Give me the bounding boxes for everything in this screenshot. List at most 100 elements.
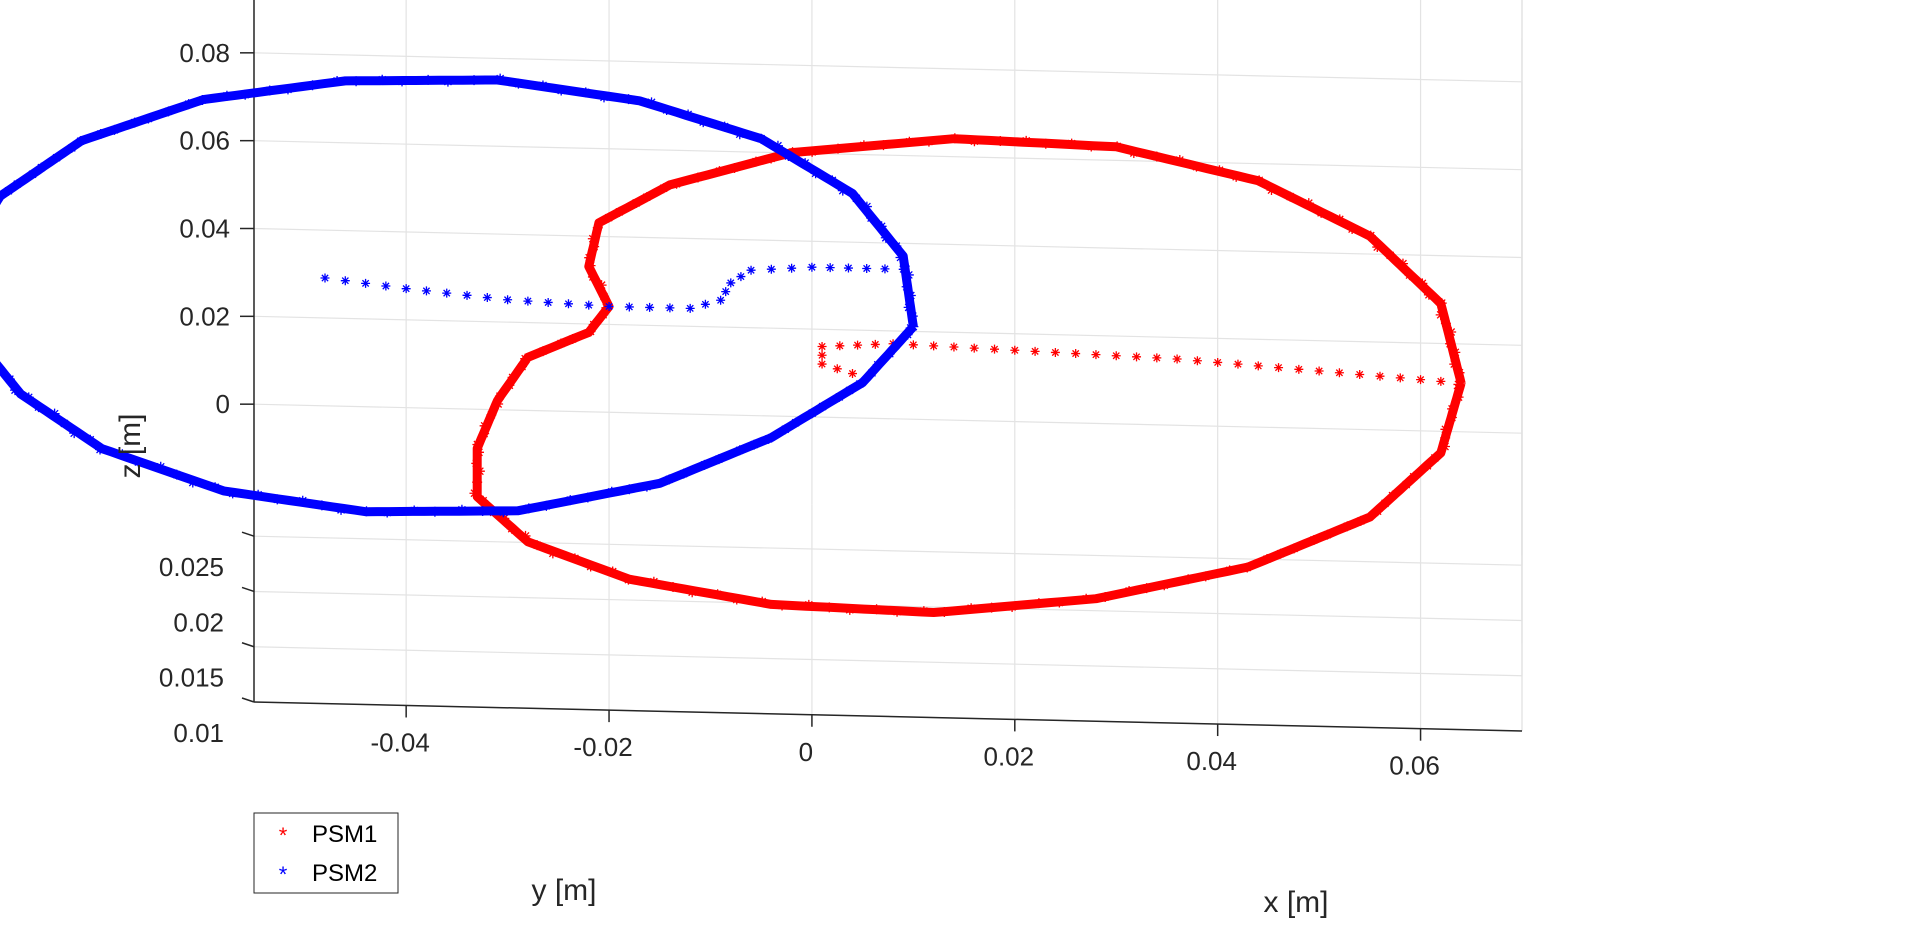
- y-axis-label: y [m]: [532, 874, 597, 907]
- tail-point-marker: [766, 264, 776, 274]
- tail-point-marker: [990, 344, 1000, 354]
- data-point-marker: [1007, 601, 1018, 612]
- data-point-marker: [1200, 571, 1211, 582]
- data-point-marker: [1141, 583, 1152, 594]
- data-point-marker: [807, 408, 818, 419]
- data-point-marker: [780, 424, 791, 435]
- z-tick-label: 0.04: [179, 214, 230, 244]
- data-point-marker: [282, 84, 293, 95]
- x-tick-label: 0.02: [983, 741, 1034, 771]
- data-point-marker: [587, 233, 598, 244]
- data-point-marker: [565, 495, 576, 506]
- data-point-marker: [523, 503, 534, 514]
- tail-point-marker: [1091, 350, 1101, 360]
- data-point-marker: [1436, 298, 1447, 309]
- legend-entry-psm1: * PSM1: [279, 821, 378, 848]
- data-point-marker: [582, 492, 593, 503]
- data-point-marker: [1440, 441, 1450, 452]
- data-point-marker: [598, 92, 609, 103]
- tail-point-marker: [949, 342, 959, 352]
- data-point-marker: [520, 530, 531, 541]
- data-point-marker: [1397, 258, 1408, 269]
- data-point-marker: [986, 602, 997, 613]
- grid-line-y-floor: [253, 535, 1523, 566]
- data-point-marker: [1308, 534, 1319, 545]
- grid-line-z-back-wall: [253, 315, 1523, 346]
- data-point-marker: [598, 309, 609, 320]
- data-point-marker: [351, 76, 362, 87]
- data-point-marker: [585, 326, 596, 337]
- data-point-marker: [498, 507, 509, 518]
- z-tick-label: 0.08: [179, 38, 230, 68]
- data-point-marker: [678, 468, 689, 479]
- y-tick-label: 0.02: [173, 607, 224, 637]
- data-point-marker: [699, 459, 710, 470]
- tail-point-marker: [1416, 375, 1426, 385]
- data-point-marker: [569, 553, 580, 564]
- data-point-marker: [592, 222, 603, 233]
- data-point-marker: [763, 433, 774, 444]
- data-point-marker: [777, 600, 788, 611]
- data-point-marker: [307, 80, 318, 91]
- data-point-marker: [495, 73, 506, 84]
- legend: * PSM1 * PSM2: [253, 812, 399, 894]
- data-point-marker: [1289, 543, 1300, 554]
- data-point-marker: [614, 206, 625, 217]
- data-point-marker: [1446, 327, 1457, 338]
- data-point-marker: [905, 290, 916, 301]
- data-point-marker: [668, 581, 679, 592]
- x-tick-label: 0.04: [1186, 746, 1237, 776]
- data-point-marker: [749, 439, 760, 450]
- axes: [240, 0, 1523, 741]
- data-point-marker: [878, 140, 889, 151]
- data-point-marker: [227, 488, 238, 499]
- data-point-marker: [901, 281, 912, 292]
- data-point-marker: [316, 500, 327, 511]
- data-point-marker: [731, 594, 742, 605]
- tail-point-marker: [1436, 376, 1446, 386]
- tail-point-marker: [1334, 368, 1344, 378]
- data-point-marker: [803, 599, 814, 610]
- tail-point-marker: [1010, 345, 1020, 355]
- data-point-marker: [601, 302, 612, 313]
- data-point-marker: [1450, 347, 1461, 358]
- data-point-marker: [336, 504, 347, 515]
- data-point-marker: [1440, 432, 1451, 443]
- data-point-marker: [75, 136, 86, 147]
- y-tick-mark: [241, 642, 255, 648]
- data-point-marker: [866, 213, 877, 224]
- data-point-marker: [297, 495, 308, 506]
- data-point-marker: [939, 607, 950, 618]
- data-point-marker: [585, 561, 596, 572]
- tail-point-marker: [1050, 347, 1060, 357]
- data-point-marker: [547, 548, 558, 559]
- y-tick-label: 0.01: [173, 718, 224, 748]
- data-point-marker: [1408, 471, 1419, 482]
- z-tick-label: 0: [216, 389, 230, 419]
- data-point-marker: [397, 76, 408, 87]
- legend-box: [253, 812, 399, 894]
- data-point-marker: [499, 513, 510, 524]
- data-point-marker: [729, 162, 740, 173]
- data-point-marker: [606, 486, 617, 497]
- x-tick-label: -0.04: [371, 727, 430, 757]
- data-point-marker: [493, 398, 504, 409]
- data-point-marker: [567, 334, 578, 345]
- tail-point-marker: [1132, 352, 1142, 362]
- tail-point-marker: [685, 303, 695, 313]
- data-point-marker: [658, 183, 669, 194]
- data-point-marker: [1372, 506, 1383, 517]
- data-point-marker: [253, 489, 264, 500]
- tail-point-marker: [645, 302, 655, 312]
- tail-point-marker: [835, 341, 845, 351]
- data-point-marker: [787, 147, 798, 158]
- data-point-marker: [903, 269, 914, 280]
- data-point-marker: [1342, 521, 1353, 532]
- data-point-marker: [1214, 165, 1225, 176]
- data-point-marker: [1401, 479, 1412, 490]
- data-point-marker: [1224, 565, 1235, 576]
- tail-point-marker: [817, 341, 827, 351]
- data-point-marker: [817, 401, 828, 412]
- data-point-marker: [966, 603, 977, 614]
- data-point-marker: [623, 574, 634, 585]
